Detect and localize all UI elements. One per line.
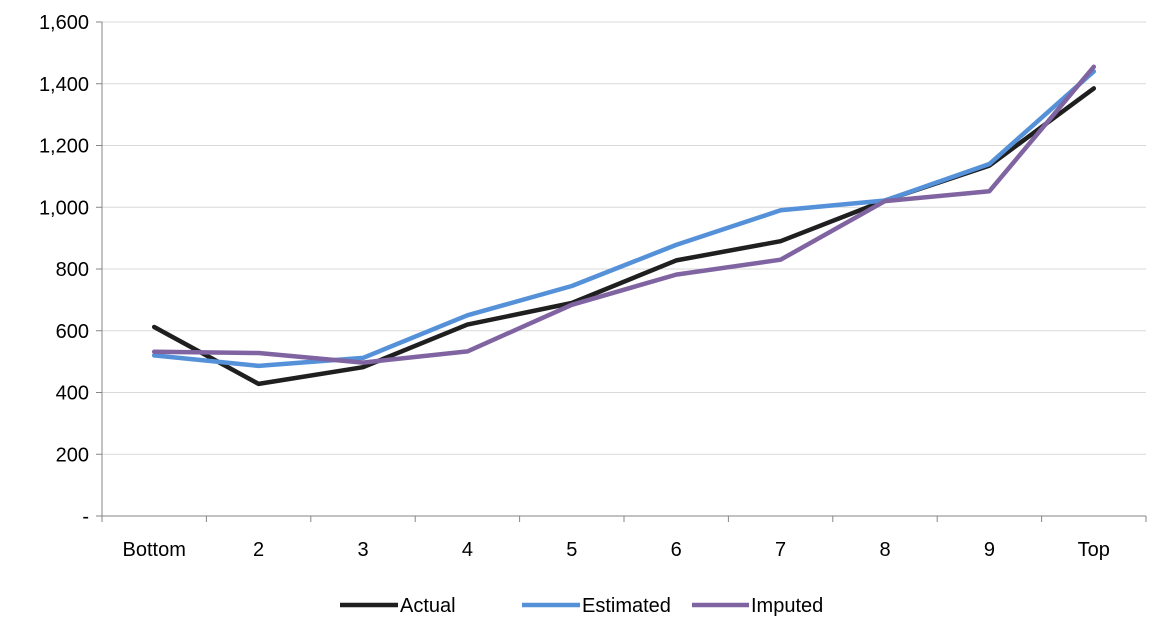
legend-label-imputed: Imputed — [751, 595, 823, 617]
y-axis-tick-label: 400 — [56, 383, 89, 405]
axes — [96, 21, 1147, 522]
x-axis-tick-label: 2 — [253, 539, 264, 561]
x-axis-tick-label: Bottom — [123, 539, 186, 561]
series-lines — [151, 64, 1097, 387]
y-axis-tick-labels: - 200 400 600 800 1,000 1,200 1,400 1,600 — [39, 12, 89, 528]
y-axis-tick-label: 1,000 — [39, 197, 89, 219]
x-axis-tick-label: 7 — [775, 539, 786, 561]
x-axis-tick-label: 5 — [566, 539, 577, 561]
y-axis-tick-label: 600 — [56, 321, 89, 343]
gridlines — [102, 21, 1146, 455]
x-axis-tick-label: 4 — [462, 539, 473, 561]
legend: Actual Estimated Imputed — [340, 595, 823, 617]
y-axis-tick-label: 200 — [56, 444, 89, 466]
y-axis-tick-label: 1,600 — [39, 12, 89, 34]
x-axis-tick-label: 8 — [879, 539, 890, 561]
x-axis-tick-label: 9 — [984, 539, 995, 561]
x-axis-tick-labels: Bottom 2 3 4 5 6 7 8 9 Top — [123, 539, 1110, 561]
series-line-imputed — [151, 64, 1097, 365]
y-axis-tick-label: - — [82, 506, 89, 528]
x-axis-tick-label: 6 — [671, 539, 682, 561]
y-axis-tick-label: 1,200 — [39, 136, 89, 158]
y-axis-tick-label: 1,400 — [39, 74, 89, 96]
series-line-estimated — [151, 69, 1097, 369]
legend-label-estimated: Estimated — [582, 595, 671, 617]
x-axis-tick-label: 3 — [357, 539, 368, 561]
series-line-actual — [151, 86, 1097, 387]
x-axis-tick-label: Top — [1078, 539, 1110, 561]
legend-label-actual: Actual — [400, 595, 456, 617]
y-axis-tick-label: 800 — [56, 259, 89, 281]
